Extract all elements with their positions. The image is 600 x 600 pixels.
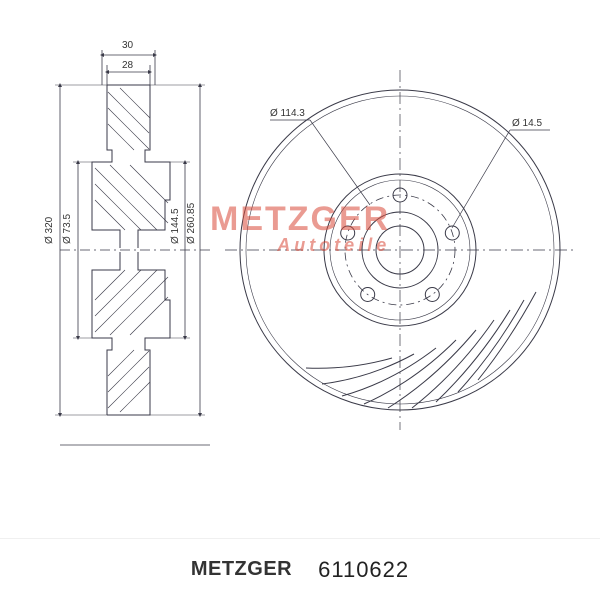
diagram-canvas: 30 28 Ø 320 Ø 73.5 Ø 144.5 Ø 260.85 Ø 11… <box>0 0 600 600</box>
attribution-bar: METZGER 6110622 <box>0 538 600 600</box>
dim-hub-inner: Ø 73.5 <box>62 214 73 244</box>
technical-drawing <box>0 0 600 600</box>
dim-offset: Ø 260.85 <box>186 203 197 244</box>
side-section-view <box>55 50 210 445</box>
dim-bolt-circle: Ø 114.3 <box>270 108 305 119</box>
vent-slots <box>306 292 536 408</box>
dim-thickness-inner: 28 <box>122 60 133 71</box>
dim-outer-dia: Ø 320 <box>44 217 55 244</box>
dim-bolt-hole: Ø 14.5 <box>512 118 542 129</box>
dim-hub-outer: Ø 144.5 <box>170 208 181 244</box>
brand-label: METZGER <box>191 558 292 581</box>
dim-thickness-overall: 30 <box>122 40 133 51</box>
part-number: 6110622 <box>318 557 409 583</box>
